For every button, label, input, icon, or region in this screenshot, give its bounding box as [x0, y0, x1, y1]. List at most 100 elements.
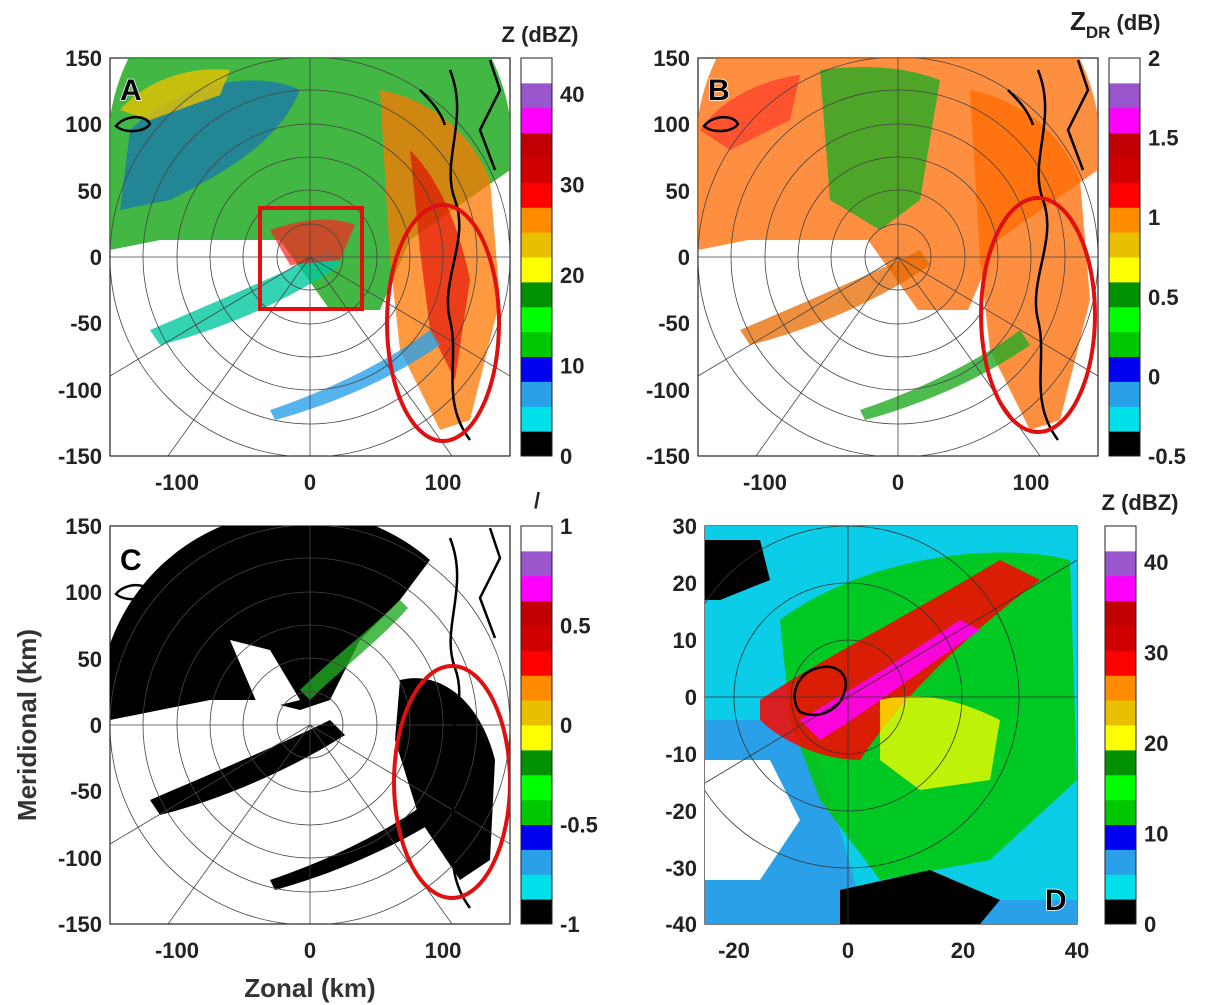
svg-text:100: 100	[653, 112, 690, 137]
colorbar-segment	[521, 550, 552, 577]
colorbar-segment	[521, 799, 552, 825]
colorbar-segment	[521, 849, 552, 875]
svg-text:-20: -20	[665, 799, 697, 824]
colorbar-segment	[1105, 799, 1136, 825]
colorbar-segment	[521, 157, 552, 183]
svg-text:150: 150	[65, 46, 102, 71]
colorbar-segment	[1105, 675, 1136, 701]
y-axis-label: Meridional (km)	[12, 629, 42, 821]
colorbar-segment	[1109, 431, 1140, 457]
panel-b-plot-area	[698, 58, 1098, 456]
colorbar-b-title-sub: DR	[1086, 23, 1111, 42]
panel-a-echo-core	[410, 150, 470, 380]
colorbar-segment	[1109, 306, 1140, 333]
svg-text:20: 20	[951, 938, 975, 963]
colorbar-segment	[521, 526, 552, 552]
colorbar-segment	[1109, 58, 1140, 84]
colorbar-tick-label: 0.5	[1148, 285, 1179, 310]
colorbar-segment	[521, 650, 552, 676]
svg-text:-50: -50	[70, 311, 102, 336]
svg-text:-30: -30	[665, 856, 697, 881]
panel-c-label: C	[120, 544, 142, 577]
panel-d-range-rings	[705, 526, 1077, 924]
colorbar-segment	[521, 625, 552, 651]
panel-a-island	[114, 115, 152, 133]
svg-text:-100: -100	[743, 470, 787, 495]
svg-text:100: 100	[1013, 470, 1050, 495]
panel-a-ellipse	[385, 203, 501, 443]
colorbar-segment	[1109, 331, 1140, 357]
colorbar-segment	[521, 232, 552, 258]
colorbar-segment	[521, 874, 552, 900]
panel-d-clear-west	[705, 760, 800, 880]
colorbar-segment	[521, 207, 552, 233]
svg-text:-150: -150	[646, 444, 690, 469]
svg-text:10: 10	[673, 628, 697, 653]
panel-c-coastline	[446, 527, 502, 909]
panel-c-range-rings	[110, 526, 510, 924]
colorbar-segment	[521, 331, 552, 357]
colorbar-segment	[521, 575, 552, 602]
panel-a-band-sw	[150, 250, 340, 345]
svg-text:100: 100	[65, 580, 102, 605]
colorbar-tick-label: 40	[1144, 550, 1168, 575]
colorbar-tick-label: 20	[560, 263, 584, 288]
colorbar-segment	[1105, 600, 1136, 626]
panel-d-yticks: 30 20 10 0 -10 -20 -30 -40	[665, 514, 697, 937]
colorbar-segment	[1105, 774, 1136, 801]
panel-a-echo-center	[270, 219, 355, 265]
panel-d-echo-yellow	[880, 696, 1000, 790]
colorbar-segment	[1109, 207, 1140, 233]
colorbar-frame	[520, 57, 553, 457]
svg-text:-100: -100	[646, 378, 690, 403]
colorbar-segment	[1105, 550, 1136, 577]
panel-a-range-rings	[110, 58, 510, 456]
svg-text:-100: -100	[58, 378, 102, 403]
colorbar-tick-label: 10	[560, 354, 584, 379]
svg-text:150: 150	[65, 514, 102, 539]
colorbar-segment	[521, 431, 552, 457]
colorbar-segment	[521, 749, 552, 776]
colorbar-frame	[1108, 57, 1141, 457]
panel-a-band-s	[270, 330, 440, 420]
colorbar-frame	[520, 525, 553, 925]
colorbar-segment	[1109, 356, 1140, 382]
colorbar-tick-label: -0.5	[1148, 444, 1186, 469]
colorbar-segment	[1109, 406, 1140, 432]
svg-text:50: 50	[78, 647, 102, 672]
panel-a-plot-area	[110, 58, 510, 456]
colorbar-segment	[1105, 899, 1136, 925]
svg-text:0: 0	[304, 470, 316, 495]
colorbar-segment	[521, 257, 552, 283]
panel-d-black-nw	[705, 540, 770, 600]
colorbar-c: -1 -0.5 0 0.5 1	[520, 514, 598, 937]
panel-a-echo-yellow	[120, 69, 230, 120]
panel-b-echo-green	[820, 67, 940, 231]
colorbar-tick-label: -0.5	[560, 813, 598, 838]
panel-c: C 150 100 50 0 -50 -100 -150 -100 0 100	[58, 514, 511, 963]
panel-d: D 30 20 10 0 -10 -20 -30 -40 -20 0 20 40	[665, 514, 1089, 963]
colorbar-segment	[521, 381, 552, 407]
svg-text:100: 100	[65, 112, 102, 137]
panel-c-band-s	[270, 800, 445, 890]
colorbar-tick-label: 30	[560, 173, 584, 198]
svg-text:100: 100	[425, 470, 462, 495]
colorbar-segment	[1109, 232, 1140, 258]
colorbar-segment	[521, 107, 552, 134]
svg-text:100: 100	[425, 938, 462, 963]
colorbar-segment	[521, 306, 552, 333]
svg-text:50: 50	[78, 179, 102, 204]
svg-text:0: 0	[90, 713, 102, 738]
colorbar-a: 0 10 20 30 40	[520, 57, 584, 469]
colorbar-segment	[521, 675, 552, 701]
colorbar-frame	[1104, 525, 1137, 925]
colorbar-segment	[1109, 107, 1140, 134]
colorbar-b-title-unit: (dB)	[1116, 10, 1160, 35]
panel-b-xticks: -100 0 100	[743, 470, 1049, 495]
panel-c-plot-area	[110, 526, 510, 924]
colorbar-segment	[1105, 824, 1136, 850]
colorbar-segment	[521, 58, 552, 84]
panel-d-plot-area	[705, 526, 1077, 924]
colorbar-tick-label: 0	[1144, 912, 1156, 937]
